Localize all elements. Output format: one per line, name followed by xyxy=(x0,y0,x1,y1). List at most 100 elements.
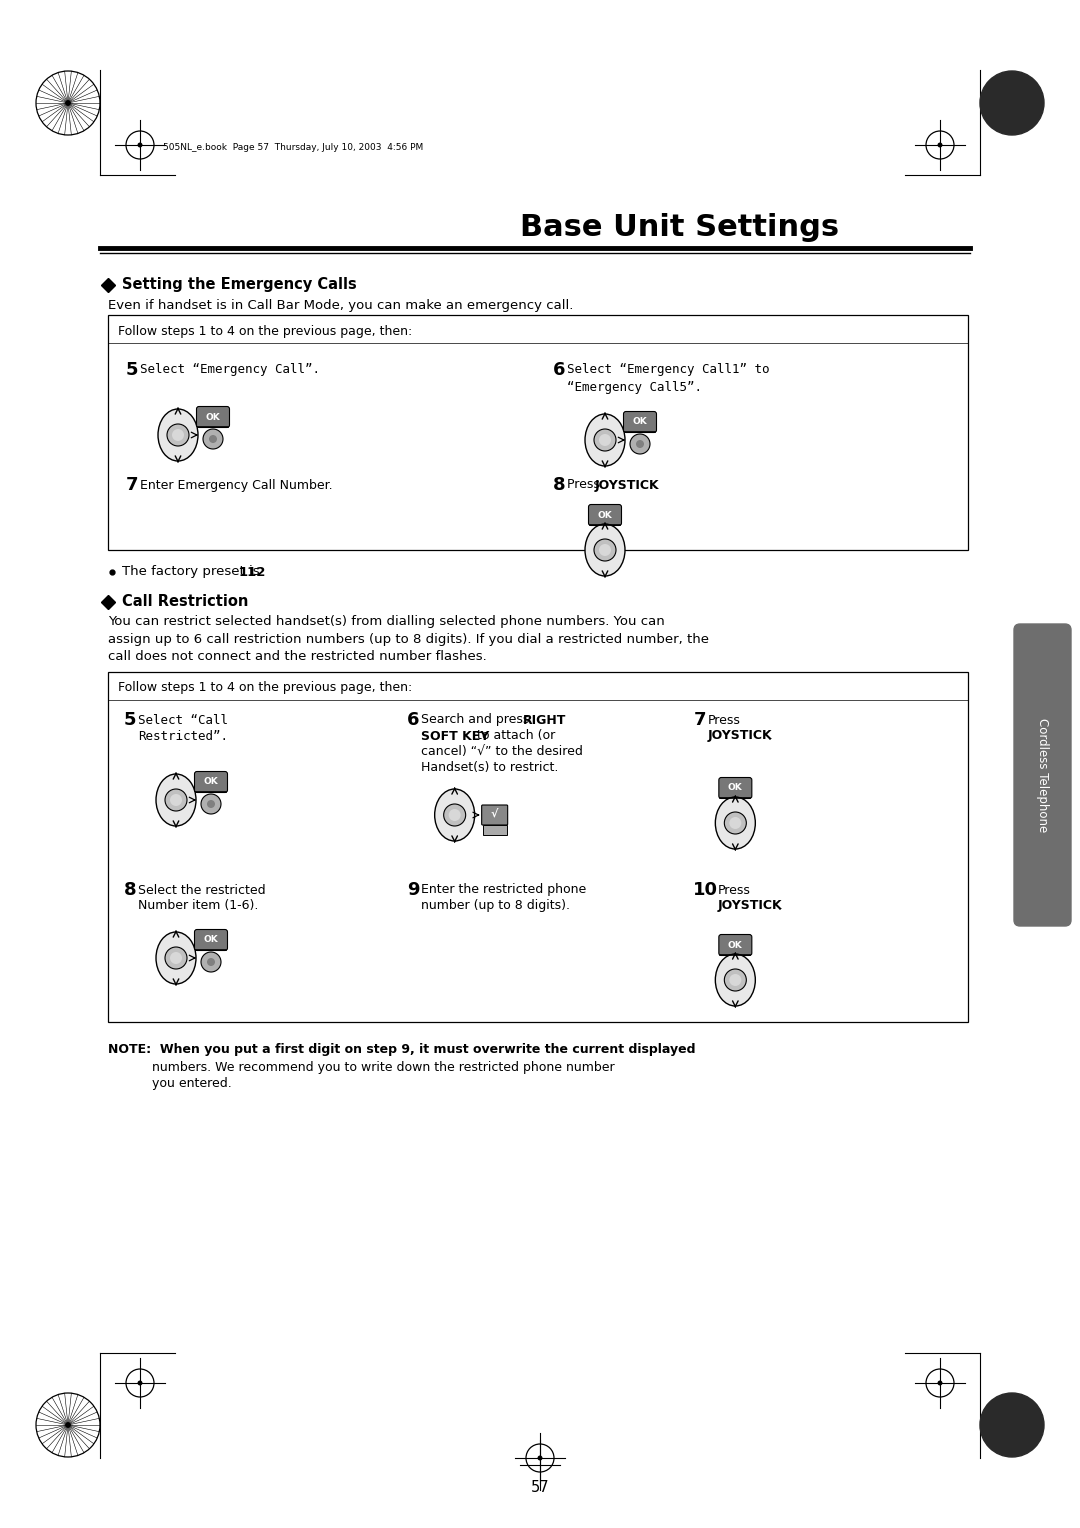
FancyBboxPatch shape xyxy=(719,935,752,955)
Circle shape xyxy=(201,952,221,972)
Ellipse shape xyxy=(434,788,475,840)
Text: 9: 9 xyxy=(407,882,419,898)
Text: assign up to 6 call restriction numbers (up to 8 digits). If you dial a restrict: assign up to 6 call restriction numbers … xyxy=(108,633,708,645)
Text: .: . xyxy=(653,478,657,492)
Circle shape xyxy=(725,969,746,992)
Circle shape xyxy=(630,434,650,454)
Ellipse shape xyxy=(715,953,755,1005)
Circle shape xyxy=(210,435,217,443)
Text: The factory preset is: The factory preset is xyxy=(122,565,264,579)
Circle shape xyxy=(594,429,616,451)
Text: 8: 8 xyxy=(553,477,566,494)
Text: “Emergency Call5”.: “Emergency Call5”. xyxy=(567,380,702,394)
Circle shape xyxy=(444,804,465,827)
Text: 7: 7 xyxy=(693,711,706,729)
Text: 6: 6 xyxy=(553,361,566,379)
Text: .: . xyxy=(767,729,771,743)
Text: Base Unit Settings: Base Unit Settings xyxy=(521,214,839,243)
Circle shape xyxy=(65,1423,71,1429)
Text: Press: Press xyxy=(717,883,751,897)
Ellipse shape xyxy=(585,414,625,466)
Text: NOTE:  When you put a first digit on step 9, it must overwrite the current displ: NOTE: When you put a first digit on step… xyxy=(108,1044,696,1056)
FancyBboxPatch shape xyxy=(1014,623,1071,926)
Bar xyxy=(108,672,968,1022)
Circle shape xyxy=(937,1380,943,1386)
Circle shape xyxy=(636,440,644,448)
Text: Select “Emergency Call”.: Select “Emergency Call”. xyxy=(140,364,320,376)
Text: 8: 8 xyxy=(124,882,137,898)
Circle shape xyxy=(538,1456,542,1461)
Text: OK: OK xyxy=(597,510,612,520)
Text: Select “Emergency Call1” to: Select “Emergency Call1” to xyxy=(567,364,769,376)
Text: OK: OK xyxy=(204,935,218,944)
FancyBboxPatch shape xyxy=(719,778,752,799)
Text: You can restrict selected handset(s) from dialling selected phone numbers. You c: You can restrict selected handset(s) fro… xyxy=(108,616,665,628)
Text: 5: 5 xyxy=(124,711,136,729)
Text: OK: OK xyxy=(204,778,218,787)
Text: 10: 10 xyxy=(693,882,718,898)
Text: Search and press: Search and press xyxy=(421,714,534,726)
Text: .: . xyxy=(778,900,781,912)
Ellipse shape xyxy=(156,775,195,827)
Text: Call Restriction: Call Restriction xyxy=(122,594,248,610)
Ellipse shape xyxy=(585,524,625,576)
Text: Setting the Emergency Calls: Setting the Emergency Calls xyxy=(122,278,356,292)
Text: OK: OK xyxy=(633,417,647,426)
Circle shape xyxy=(448,808,461,821)
Text: you entered.: you entered. xyxy=(108,1077,232,1091)
Ellipse shape xyxy=(156,932,195,984)
Text: .: . xyxy=(261,565,265,579)
Text: Number item (1-6).: Number item (1-6). xyxy=(138,900,258,912)
Circle shape xyxy=(137,1380,143,1386)
Circle shape xyxy=(594,539,616,561)
FancyBboxPatch shape xyxy=(589,504,621,526)
Bar xyxy=(483,825,507,834)
Text: SOFT KEY: SOFT KEY xyxy=(421,729,489,743)
Ellipse shape xyxy=(715,798,755,850)
Text: Cordless Telephone: Cordless Telephone xyxy=(1036,718,1049,833)
Circle shape xyxy=(729,973,741,986)
Circle shape xyxy=(172,429,184,442)
Circle shape xyxy=(207,801,215,808)
Text: numbers. We recommend you to write down the restricted phone number: numbers. We recommend you to write down … xyxy=(108,1060,615,1074)
Circle shape xyxy=(729,817,741,830)
Circle shape xyxy=(165,947,187,969)
Text: OK: OK xyxy=(728,784,743,793)
Text: 7: 7 xyxy=(126,477,138,494)
Text: 6: 6 xyxy=(407,711,419,729)
Text: Select “Call: Select “Call xyxy=(138,714,228,726)
Circle shape xyxy=(170,795,183,805)
Circle shape xyxy=(599,434,611,446)
Text: Even if handset is in Call Bar Mode, you can make an emergency call.: Even if handset is in Call Bar Mode, you… xyxy=(108,299,573,313)
Text: JOYSTICK: JOYSTICK xyxy=(595,478,660,492)
Text: number (up to 8 digits).: number (up to 8 digits). xyxy=(421,900,569,912)
Circle shape xyxy=(137,142,143,148)
Text: 505NL_e.book  Page 57  Thursday, July 10, 2003  4:56 PM: 505NL_e.book Page 57 Thursday, July 10, … xyxy=(163,144,423,153)
Text: 112: 112 xyxy=(239,565,267,579)
Circle shape xyxy=(167,423,189,446)
Text: Follow steps 1 to 4 on the previous page, then:: Follow steps 1 to 4 on the previous page… xyxy=(118,681,413,695)
Circle shape xyxy=(980,70,1044,134)
Circle shape xyxy=(170,952,183,964)
Text: Handset(s) to restrict.: Handset(s) to restrict. xyxy=(421,761,558,775)
Text: JOYSTICK: JOYSTICK xyxy=(717,900,782,912)
Circle shape xyxy=(937,142,943,148)
Circle shape xyxy=(201,795,221,814)
Circle shape xyxy=(980,1394,1044,1458)
Text: to attach (or: to attach (or xyxy=(473,729,555,743)
FancyBboxPatch shape xyxy=(482,805,508,825)
Circle shape xyxy=(203,429,222,449)
Bar xyxy=(108,315,968,550)
Text: Press: Press xyxy=(567,478,604,492)
Circle shape xyxy=(207,958,215,966)
Text: Enter Emergency Call Number.: Enter Emergency Call Number. xyxy=(140,478,333,492)
Text: OK: OK xyxy=(728,941,743,949)
FancyBboxPatch shape xyxy=(194,929,228,950)
Circle shape xyxy=(725,811,746,834)
Text: √: √ xyxy=(491,808,498,819)
Text: Enter the restricted phone: Enter the restricted phone xyxy=(421,883,586,897)
Text: Follow steps 1 to 4 on the previous page, then:: Follow steps 1 to 4 on the previous page… xyxy=(118,324,413,338)
Text: call does not connect and the restricted number flashes.: call does not connect and the restricted… xyxy=(108,649,487,663)
Text: cancel) “√” to the desired: cancel) “√” to the desired xyxy=(421,746,582,758)
Text: 5: 5 xyxy=(126,361,138,379)
